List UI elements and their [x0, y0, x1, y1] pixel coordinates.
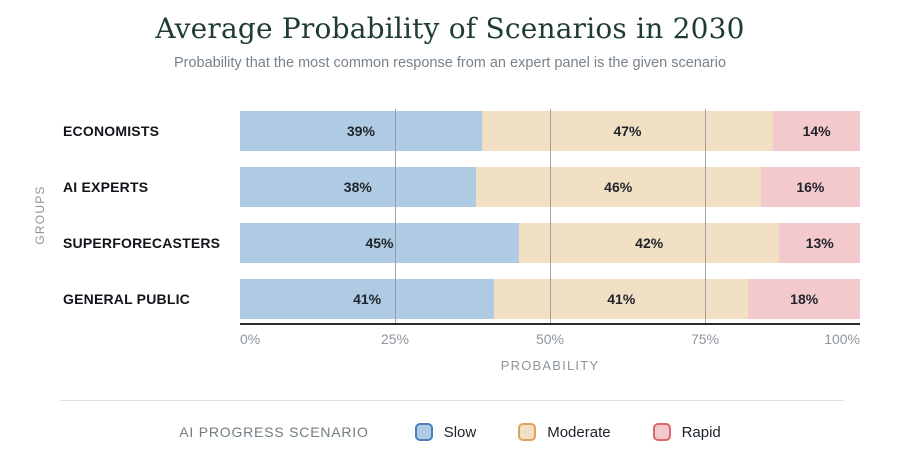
bar-value-label: 38%: [343, 179, 372, 195]
bar-segment-slow[interactable]: 39%: [240, 111, 482, 151]
x-tick-25: 25%: [380, 331, 410, 347]
x-tick-75: 75%: [690, 331, 720, 347]
y-axis-label: GROUPS: [33, 185, 47, 245]
legend-item-slow: Slow: [414, 423, 477, 441]
row-label-general-public: GENERAL PUBLIC: [63, 291, 190, 307]
x-tick-0: 0%: [240, 331, 261, 347]
bar-row-economists: 39% 47% 14%: [240, 111, 860, 151]
legend-label-rapid: Rapid: [681, 423, 721, 441]
bar-segment-rapid[interactable]: 16%: [760, 167, 860, 207]
bar-value-label: 39%: [346, 123, 375, 139]
bar-value-label: 41%: [607, 291, 636, 307]
bar-value-label: 16%: [796, 179, 825, 195]
legend-swatch-moderate: [518, 423, 537, 441]
bar-segment-rapid[interactable]: 18%: [748, 279, 860, 319]
bar-value-label: 45%: [365, 235, 394, 251]
row-label-ai-experts: AI EXPERTS: [63, 179, 149, 195]
x-tick-50: 50%: [535, 331, 565, 347]
legend-item-rapid: Rapid: [652, 423, 721, 441]
bar-value-label: 14%: [802, 123, 831, 139]
x-axis-line: [240, 323, 860, 325]
legend-swatch-slow: [414, 423, 433, 441]
x-axis-label: PROBABILITY: [500, 358, 600, 373]
legend-label-moderate: Moderate: [547, 423, 611, 441]
row-label-economists: ECONOMISTS: [63, 123, 160, 139]
gridline-75: [705, 109, 706, 323]
legend-items: Slow Moderate Rapid: [414, 423, 721, 441]
bar-value-label: 46%: [604, 179, 633, 195]
chart-subtitle: Probability that the most common respons…: [173, 55, 727, 71]
bar-segment-slow[interactable]: 38%: [240, 167, 476, 207]
bar-segment-moderate[interactable]: 42%: [519, 223, 780, 263]
bar-segment-slow[interactable]: 41%: [240, 279, 495, 319]
legend-divider: [60, 400, 844, 401]
bar-row-general-public: 41% 41% 18%: [240, 279, 860, 319]
bar-segment-moderate[interactable]: 47%: [481, 111, 774, 151]
bar-row-superforecasters: 45% 42% 13%: [240, 223, 860, 263]
bar-row-ai-experts: 38% 46% 16%: [240, 167, 860, 207]
bar-value-label: 41%: [353, 291, 382, 307]
gridline-25: [395, 109, 396, 323]
x-tick-100: 100%: [824, 331, 860, 347]
legend-title: AI PROGRESS SCENARIO: [179, 424, 369, 440]
bar-value-label: 13%: [805, 235, 834, 251]
bar-segment-moderate[interactable]: 41%: [494, 279, 749, 319]
bar-segment-moderate[interactable]: 46%: [475, 167, 761, 207]
legend: AI PROGRESS SCENARIO Slow Moderate Rapid: [0, 417, 900, 447]
legend-swatch-rapid: [652, 423, 671, 441]
gridline-50: [550, 109, 551, 323]
legend-item-moderate: Moderate: [518, 423, 611, 441]
bar-value-label: 47%: [613, 123, 642, 139]
bar-value-label: 18%: [790, 291, 819, 307]
bar-segment-rapid[interactable]: 14%: [773, 111, 860, 151]
bar-value-label: 42%: [635, 235, 664, 251]
chart-title: Average Probability of Scenarios in 2030: [155, 12, 745, 45]
bar-segment-rapid[interactable]: 13%: [779, 223, 860, 263]
legend-label-slow: Slow: [443, 423, 477, 441]
row-label-superforecasters: SUPERFORECASTERS: [63, 235, 221, 251]
bar-segment-slow[interactable]: 45%: [240, 223, 519, 263]
